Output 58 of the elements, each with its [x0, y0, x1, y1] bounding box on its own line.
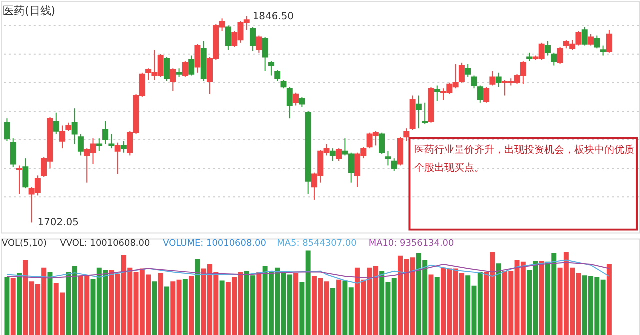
candlestick [600, 45, 606, 56]
candlestick [490, 70, 496, 86]
candlestick [391, 158, 398, 172]
candlestick [336, 148, 342, 162]
candlestick [551, 52, 558, 66]
candlestick [477, 85, 484, 104]
candlestick [225, 25, 232, 51]
candlestick [53, 112, 60, 135]
candlestick [434, 85, 440, 102]
candlestick [114, 142, 121, 175]
candlestick [274, 70, 281, 82]
candlestick [262, 36, 268, 72]
candlestick [16, 165, 22, 195]
candlestick [385, 150, 392, 166]
candlestick [188, 55, 195, 76]
text: MA5: 8544307.00 [277, 238, 358, 249]
candlestick [286, 86, 293, 120]
candlestick [416, 95, 422, 130]
candlestick [22, 158, 29, 190]
candlestick [582, 26, 588, 46]
candlestick [404, 128, 410, 142]
annotation: 1702.05 [38, 218, 79, 229]
candlestick [10, 138, 16, 168]
candlestick [250, 26, 256, 52]
candlestick [170, 68, 176, 92]
candlestick [4, 118, 10, 142]
chart-title: 医药(日线) [2, 4, 56, 18]
candlestick [120, 140, 127, 154]
candlestick [422, 102, 428, 125]
candlestick [557, 46, 564, 65]
candlestick [606, 30, 612, 54]
text: VVOL: 10010608.00 [60, 238, 150, 249]
candlestick [544, 40, 551, 56]
text: VOL(5,10) [2, 238, 48, 249]
candlestick [588, 34, 594, 46]
candlestick [465, 64, 472, 78]
candlestick [78, 134, 84, 156]
candlestick [102, 120, 109, 145]
series-label: MA10: 9356134.00 [368, 238, 455, 249]
candlestick [299, 96, 306, 108]
candlestick [484, 86, 490, 104]
candlestick [256, 35, 262, 54]
candlestick [72, 108, 78, 145]
annotation: 1846.50 [252, 12, 294, 23]
candlestick [164, 56, 170, 82]
candlestick [194, 44, 201, 74]
candlestick [379, 132, 386, 155]
text: VOLUME: 10010608.00 [163, 238, 267, 249]
candlestick [60, 125, 66, 150]
candlestick [496, 72, 502, 88]
candlestick [268, 60, 274, 76]
candlestick [458, 62, 465, 84]
candlestick [471, 75, 478, 90]
candlestick [182, 60, 188, 78]
candlestick [293, 92, 300, 106]
annotation: 医药行业量价齐升，出现投资机会，板块中的优质个股出现买点。 [414, 144, 635, 174]
candlestick [594, 35, 600, 50]
candlestick [330, 148, 336, 162]
